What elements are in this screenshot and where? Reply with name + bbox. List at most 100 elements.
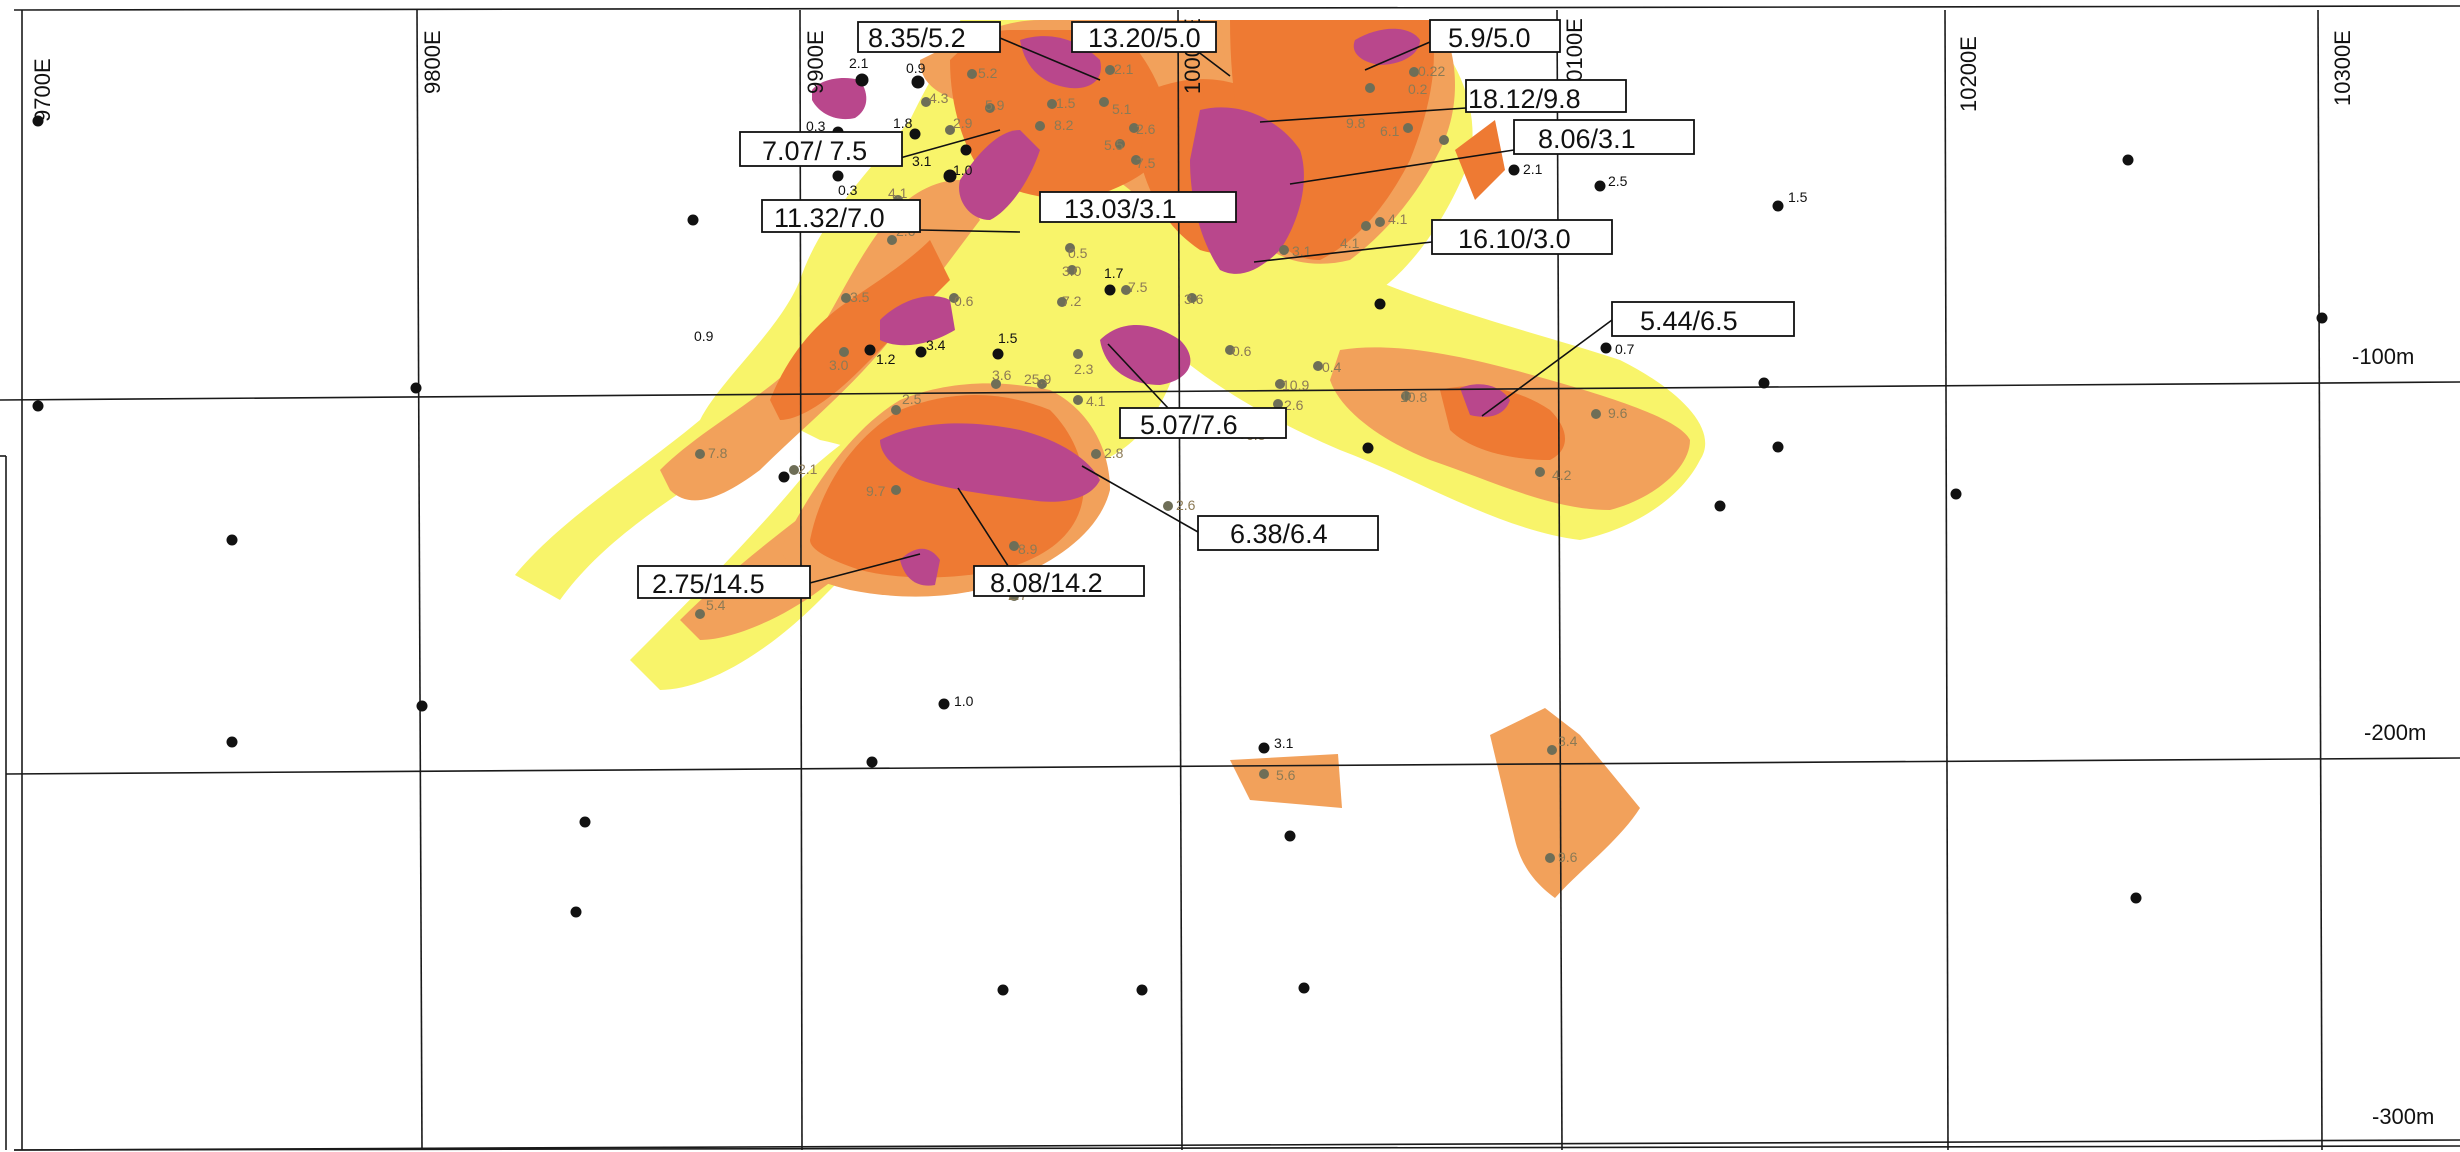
drill-hole: [992, 348, 1004, 360]
grade-label-box: 2.75/14.5: [637, 565, 811, 599]
zone-high-west: [770, 240, 950, 420]
assay-value: 0.9: [906, 60, 926, 76]
drill-hole: [915, 346, 927, 358]
drill-hole: [1535, 467, 1545, 477]
easting-label: 9700E: [30, 58, 55, 122]
assay-value: 3.6: [1184, 291, 1204, 307]
grade-label-box: 16.10/3.0: [1431, 219, 1613, 255]
drill-hole: [1225, 345, 1235, 355]
assay-value: 9.7: [866, 483, 886, 499]
grid-line-10200e: [1944, 9, 1949, 1151]
drill-hole: [991, 379, 1001, 389]
assay-value: 2.1: [798, 461, 818, 477]
drill-holes: [32, 115, 2328, 996]
leader-line: [805, 553, 921, 585]
leader-line: [1259, 107, 1467, 123]
assay-value: 0.2: [1408, 81, 1428, 97]
drill-hole: [985, 103, 995, 113]
assay-value: 1.5: [998, 330, 1018, 346]
grade-label-box: 7.07/ 7.5: [739, 131, 903, 167]
assay-value: 1.2: [876, 351, 896, 367]
assay-value: 1.7: [1104, 265, 1124, 281]
drill-hole: [887, 235, 897, 245]
grade-label: 5.9/5.0: [1448, 23, 1531, 53]
assay-value: 0.5: [1068, 245, 1088, 261]
drill-hole: [1129, 123, 1139, 133]
drill-hole: [1298, 982, 1310, 994]
assay-value: 25.9: [1024, 371, 1051, 387]
grid-frame-top: [13, 5, 2460, 11]
assay-value: 4.2: [1552, 467, 1572, 483]
assay-value: 4.3: [929, 90, 949, 106]
assay-value: 3.5: [850, 289, 870, 305]
drill-hole: [960, 144, 972, 156]
assay-value: 2.6: [1284, 397, 1304, 413]
drill-hole: [1065, 243, 1075, 253]
drill-hole: [1439, 135, 1449, 145]
assay-value: 3.6: [992, 367, 1012, 383]
zone-vhigh-3: [1100, 325, 1191, 385]
zone-vhigh-9: [1460, 384, 1510, 417]
drill-hole: [410, 382, 422, 394]
grade-label-box: 13.03/3.1: [1039, 191, 1237, 224]
drill-hole: [891, 405, 901, 415]
assay-value: 2.6: [1176, 497, 1196, 513]
grid-line-minus-200m: [5, 757, 2460, 775]
assay-value: 4.1: [1340, 235, 1360, 251]
grade-label: 5.44/6.5: [1640, 306, 1738, 336]
drill-hole: [1115, 139, 1125, 149]
drill-hole: [2122, 154, 2134, 166]
leader-line: [899, 129, 1001, 159]
drill-hole: [839, 347, 849, 357]
easting-label: 9900E: [803, 30, 828, 94]
assay-value: 0.6: [1232, 343, 1252, 359]
drill-hole: [864, 344, 876, 356]
grade-label: 8.06/3.1: [1538, 124, 1636, 154]
drill-hole: [1545, 853, 1555, 863]
drill-hole: [1375, 217, 1385, 227]
drill-hole: [909, 128, 921, 140]
assay-value: 4.1: [888, 185, 908, 201]
drill-hole: [1067, 265, 1077, 275]
drill-hole: [1313, 361, 1323, 371]
grade-label: 5.07/7.6: [1140, 410, 1238, 440]
drill-hole: [1275, 379, 1285, 389]
drill-hole: [1259, 769, 1269, 779]
assay-value: 2.5: [1608, 173, 1628, 189]
assay-value: 0.7: [1615, 341, 1635, 357]
grade-label: 2.75/14.5: [652, 569, 765, 599]
drill-hole: [1772, 200, 1784, 212]
assay-value: 8.9: [1018, 541, 1038, 557]
grade-label-box: 8.35/5.2: [857, 21, 1001, 53]
assay-value: 5.4: [706, 597, 726, 613]
assay-value: 7.5: [1128, 279, 1148, 295]
drill-hole: [687, 214, 699, 226]
drill-hole: [1361, 221, 1371, 231]
drill-hole: [1073, 395, 1083, 405]
drill-hole: [1009, 541, 1019, 551]
grade-label-box: 6.38/6.4: [1197, 515, 1379, 551]
zone-vhigh-5: [1190, 107, 1304, 274]
assay-value: 7.2: [1062, 293, 1082, 309]
grade-label: 6.38/6.4: [1230, 519, 1328, 549]
coordinate-grid: [0, 5, 2460, 1151]
assay-value: 5.6: [1276, 767, 1296, 783]
drill-hole: [1409, 67, 1419, 77]
depth-label: -200m: [2364, 720, 2426, 745]
leader-line: [999, 37, 1101, 81]
assay-value: 0.6: [954, 293, 974, 309]
depth-label: -300m: [2372, 1104, 2434, 1129]
assay-value: 4.1: [1086, 393, 1106, 409]
leader-line: [1481, 319, 1613, 417]
drill-hole: [226, 534, 238, 546]
drill-holes-in-zone: 5.2 4.3 2.9 5.9 4.1 1.5 8.2 2.1 5.1 2.6 …: [695, 61, 1628, 865]
grade-label: 8.35/5.2: [868, 23, 966, 53]
assay-value: 2.9: [953, 115, 973, 131]
drill-hole: [967, 69, 977, 79]
assay-value: 2.5: [902, 391, 922, 407]
grid-line-9800e: [416, 9, 423, 1151]
drill-hole: [866, 756, 878, 768]
assay-value: 2.6: [1136, 121, 1156, 137]
drill-hole: [1600, 342, 1612, 354]
assay-value: 10.9: [1282, 377, 1309, 393]
